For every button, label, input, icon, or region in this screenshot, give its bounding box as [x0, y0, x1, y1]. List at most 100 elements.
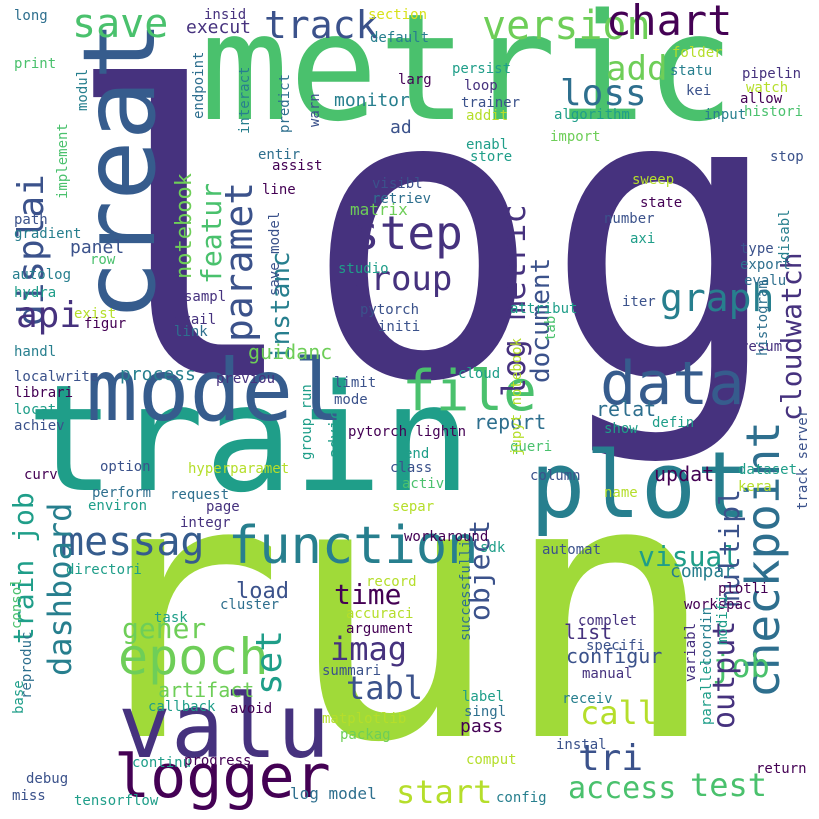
word-show: show [604, 421, 638, 437]
word-statu: statu [670, 63, 713, 79]
word-set: set [249, 629, 290, 695]
word-task: task [154, 610, 188, 626]
word-tabl: tabl [346, 669, 424, 707]
word-store: store [470, 149, 513, 165]
word-hydra: hydra [14, 285, 57, 301]
word-advic: advic [325, 409, 344, 458]
word-logger: logger [114, 742, 331, 812]
word-artifact: artifact [158, 678, 255, 702]
word-avail: avail [174, 312, 217, 328]
word-directori: directori [66, 562, 142, 578]
word-access: access [568, 771, 677, 806]
word-record: record [366, 574, 417, 590]
word-updat: updat [654, 462, 715, 486]
word-warn: warn [307, 93, 323, 127]
word-input: input [704, 107, 747, 123]
word-creat: creat [61, 19, 178, 321]
word-folder: folder [672, 45, 723, 61]
word-state: state [640, 195, 683, 211]
word-function: function [228, 516, 479, 576]
word-achiev: achiev [14, 418, 65, 434]
word-link: link [174, 324, 208, 340]
word-localwrite: localwrite [14, 369, 99, 385]
word-train: train [26, 353, 472, 525]
word-attribut: attribut [510, 301, 578, 317]
word-job: job [712, 647, 770, 685]
word-watch: watch [746, 80, 789, 96]
word-report: report [474, 410, 547, 434]
word-dashboard: dashboard [41, 502, 79, 676]
word-load: load [236, 579, 289, 604]
word-chart: chart [606, 0, 733, 45]
word-base: base [11, 680, 27, 714]
word-import: import [550, 129, 601, 145]
word-exist: exist [74, 306, 117, 322]
word-assist: assist [272, 158, 323, 174]
word-environ: environ [88, 498, 148, 514]
word-model: model [86, 341, 345, 441]
word-comput: comput [466, 752, 517, 768]
word-loop: loop [464, 78, 498, 94]
word-modul: modul [75, 68, 91, 111]
word-messag: messag [60, 519, 205, 565]
word-entir: entir [258, 147, 301, 163]
word-export: export [740, 257, 791, 273]
word-locat: locat [14, 402, 57, 418]
word-modifi: modifi [715, 594, 731, 645]
word-interact: interact [237, 66, 253, 134]
word-matrix: matrix [350, 200, 408, 219]
word-enabl: enabl [466, 137, 509, 153]
word-request: request [170, 487, 230, 503]
word-version: version [482, 3, 651, 49]
word-notebook: notebook [172, 173, 197, 279]
word-manual: manual [582, 666, 633, 682]
word-resum: resum [740, 339, 783, 355]
word-compar: compar [670, 561, 736, 582]
word-evalu: evalu [744, 273, 787, 289]
word-integr: integr [180, 515, 231, 531]
word-pytorch-lightn: pytorch lightn [348, 424, 467, 440]
word-configur: configur [566, 644, 663, 668]
word-handl: handl [14, 344, 57, 360]
word-cloud: cloud [458, 366, 501, 382]
word-hyperparamet: hyperparamet [188, 461, 290, 477]
word-name: name [604, 485, 638, 501]
word-defin: defin [652, 415, 695, 431]
word-graph: graph [660, 276, 775, 320]
word-debug: debug [26, 771, 69, 787]
word-ad: ad [390, 117, 412, 138]
word-plot: plot [530, 432, 752, 539]
word-allow: allow [740, 91, 783, 107]
word-return: return [756, 761, 807, 777]
word-automat: automat [542, 542, 602, 558]
word-separ: separ [392, 499, 435, 515]
word-featur: featur [195, 182, 228, 284]
word-visibl: visibl [372, 176, 423, 192]
word-pytorch: pytorch [360, 302, 420, 318]
word-test: test [690, 766, 768, 804]
word-imag: imag [330, 630, 408, 668]
word-row: row [90, 252, 116, 268]
word-workaround: workaround [404, 529, 489, 545]
word-mode: mode [334, 392, 368, 408]
word-execut: execut [186, 17, 252, 38]
word-epoch: epoch [118, 628, 269, 686]
word-group: group [350, 259, 453, 299]
word-argument: argument [346, 621, 414, 637]
word-curv: curv [24, 467, 58, 483]
word-pass: pass [460, 716, 504, 737]
word-queri: queri [510, 439, 553, 455]
word-progress: progress [184, 753, 252, 769]
word-track: track [264, 3, 379, 47]
word-save-model: save model [267, 211, 283, 296]
word-line: line [262, 182, 296, 198]
word-dataset: dataset [738, 462, 798, 478]
word-loss: loss [560, 73, 647, 114]
word-callback: callback [148, 699, 216, 715]
word-limit: limit [334, 375, 377, 391]
word-autolog: autolog [12, 267, 72, 283]
word-endpoint: endpoint [191, 51, 207, 119]
word-class: class [390, 460, 433, 476]
word-histori: histori [744, 104, 804, 120]
